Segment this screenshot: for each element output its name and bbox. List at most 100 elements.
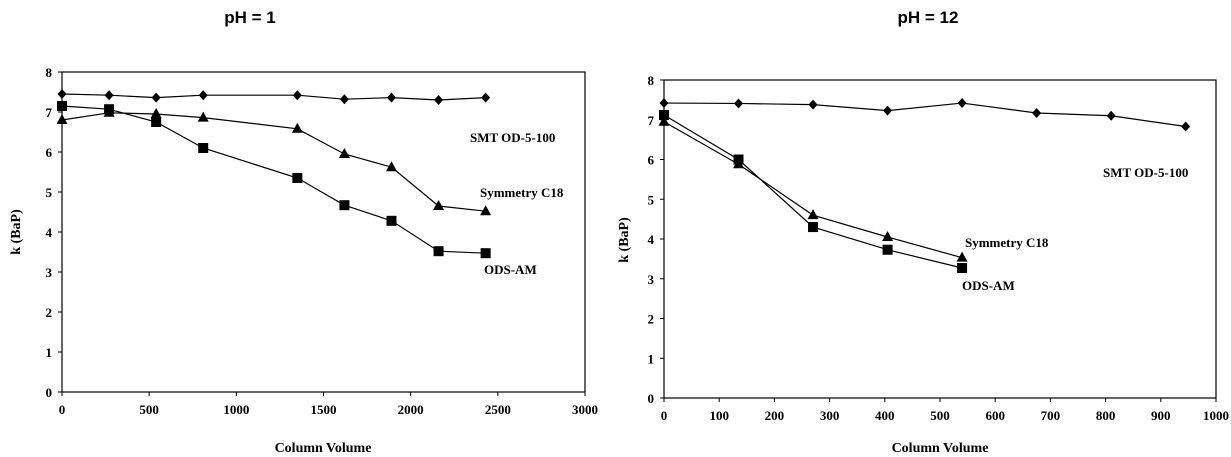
x-tick-label: 900 <box>1151 408 1171 423</box>
series-label: SMT OD-5-100 <box>1103 165 1188 180</box>
x-tick-label: 400 <box>875 408 895 423</box>
x-tick-label: 1000 <box>1203 408 1229 423</box>
x-tick-label: 500 <box>930 408 950 423</box>
data-point-triangle <box>385 161 397 172</box>
series-2 <box>659 109 968 274</box>
data-point-diamond <box>198 90 208 101</box>
y-tick-label: 7 <box>648 113 655 128</box>
x-tick-label: 1500 <box>311 402 337 417</box>
series-label: ODS-AM <box>962 278 1015 293</box>
data-point-diamond <box>104 90 114 101</box>
data-point-triangle <box>480 205 492 216</box>
series-2 <box>57 101 491 259</box>
data-point-triangle <box>338 148 350 158</box>
data-point-triangle <box>150 108 162 118</box>
chart-title-ph1: pH = 1 <box>224 8 276 27</box>
x-tick-label: 800 <box>1096 408 1116 423</box>
chart-title-ph12: pH = 12 <box>897 8 959 27</box>
x-tick-label: 0 <box>59 402 66 417</box>
data-point-diamond <box>1181 121 1191 132</box>
x-tick-label: 1000 <box>223 402 249 417</box>
x-tick-label: 500 <box>139 402 159 417</box>
series-1 <box>56 106 492 216</box>
x-tick-label: 600 <box>985 408 1005 423</box>
data-point-diamond <box>734 98 744 109</box>
series-line <box>663 102 1186 128</box>
chart-1: 0 100 200 300 400 500 600 700 800 900 1000 0 1 2 3 4 5 6 7… <box>617 73 1229 456</box>
data-point-square <box>882 244 893 255</box>
y-axis-label: k (BaP) <box>617 217 632 263</box>
data-point-triangle <box>291 122 303 133</box>
data-point-triangle <box>658 115 670 126</box>
data-point-diamond <box>1032 107 1042 118</box>
data-point-square <box>808 222 819 233</box>
data-point-triangle <box>56 114 68 124</box>
chart-0: 0 500 1000 1500 2000 2500 3000 0 1 2 3 4 5 6 7 8 Column … <box>9 65 598 456</box>
series-line <box>61 105 486 254</box>
x-tick-label: 2500 <box>485 402 511 417</box>
data-point-diamond <box>1106 110 1116 121</box>
y-tick-label: 0 <box>46 385 53 400</box>
series-0 <box>659 98 1191 132</box>
data-point-triangle <box>807 209 819 220</box>
x-tick-label: 200 <box>765 408 785 423</box>
series-line <box>61 112 486 212</box>
x-tick-label: 2000 <box>398 402 424 417</box>
data-point-diamond <box>957 98 967 109</box>
y-tick-label: 1 <box>46 345 53 360</box>
data-point-square <box>433 246 444 257</box>
data-point-diamond <box>434 95 444 105</box>
data-point-square <box>104 104 115 115</box>
data-point-square <box>659 109 669 120</box>
data-point-square <box>292 173 303 183</box>
y-tick-label: 8 <box>648 73 655 88</box>
y-tick-label: 5 <box>648 192 655 207</box>
y-tick-label: 4 <box>46 225 53 240</box>
data-point-diamond <box>659 98 669 109</box>
data-point-square <box>386 215 397 226</box>
data-point-diamond <box>386 92 396 103</box>
data-point-triangle <box>433 200 445 210</box>
y-tick-label: 2 <box>46 305 53 320</box>
y-tick-label: 1 <box>648 351 655 366</box>
data-point-triangle <box>197 111 209 122</box>
y-tick-label: 6 <box>46 145 53 160</box>
series-label: Symmetry C18 <box>480 185 564 200</box>
y-tick-label: 8 <box>46 65 53 80</box>
x-tick-label: 700 <box>1041 408 1061 423</box>
data-point-diamond <box>339 94 349 105</box>
data-point-diamond <box>883 105 893 116</box>
x-tick-label: 100 <box>709 408 729 423</box>
data-point-square <box>151 117 162 127</box>
data-point-diamond <box>808 99 818 110</box>
series-0 <box>57 89 491 105</box>
series-label: SMT OD-5-100 <box>470 130 555 145</box>
data-point-square <box>733 154 744 165</box>
series-1 <box>658 115 968 262</box>
y-tick-label: 3 <box>46 265 53 280</box>
x-tick-label: 3000 <box>572 402 598 417</box>
y-tick-label: 5 <box>46 185 53 200</box>
x-tick-label: 0 <box>661 408 668 423</box>
data-point-square <box>957 263 968 274</box>
data-point-diamond <box>481 92 491 103</box>
x-axis-label: Column Volume <box>275 441 372 456</box>
y-tick-label: 2 <box>648 312 655 327</box>
data-point-diamond <box>151 92 161 103</box>
data-point-triangle <box>882 231 894 242</box>
series-line <box>61 93 486 101</box>
data-point-triangle <box>956 251 968 262</box>
y-axis-label: k (BaP) <box>9 209 24 255</box>
plot-frame <box>663 79 1217 399</box>
data-point-square <box>57 101 67 111</box>
data-point-diamond <box>292 90 302 101</box>
y-tick-label: 4 <box>648 232 655 247</box>
plot-frame <box>61 71 586 393</box>
series-label: Symmetry C18 <box>965 235 1049 250</box>
data-point-square <box>480 248 491 259</box>
y-tick-label: 0 <box>648 391 655 406</box>
data-point-square <box>339 200 350 211</box>
x-tick-label: 300 <box>820 408 840 423</box>
x-axis-label: Column Volume <box>892 441 989 456</box>
